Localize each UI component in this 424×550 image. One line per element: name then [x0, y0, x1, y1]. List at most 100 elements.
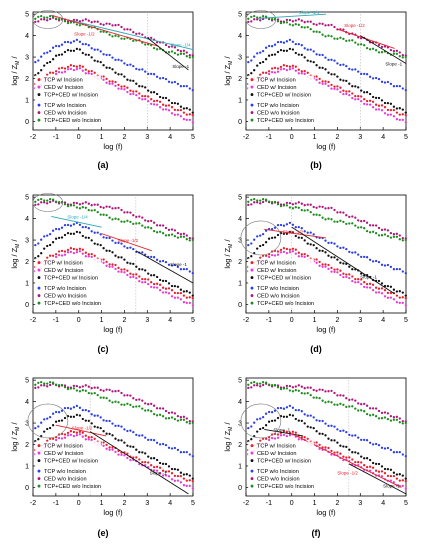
- data-point: [141, 94, 144, 98]
- data-point: [282, 67, 286, 71]
- data-point: [170, 228, 174, 231]
- data-point: [360, 272, 363, 275]
- plot-frame: [32, 11, 194, 131]
- data-point: [147, 461, 150, 464]
- data-point: [81, 389, 84, 392]
- data-point: [66, 21, 70, 25]
- data-point: [66, 48, 70, 52]
- data-point: [401, 239, 404, 242]
- data-point: [167, 292, 171, 295]
- data-point: [155, 282, 159, 285]
- data-point: [377, 108, 381, 111]
- data-point: [90, 72, 93, 76]
- data-point: [182, 473, 186, 476]
- data-point: [392, 50, 396, 53]
- data-point: [120, 37, 123, 40]
- data-point: [315, 430, 318, 433]
- data-point: [315, 396, 318, 399]
- slope-fit-line: [360, 35, 407, 64]
- data-point: [102, 247, 105, 250]
- x-axis-label: log (f): [103, 508, 123, 517]
- data-point: [330, 87, 333, 90]
- data-point: [368, 99, 372, 102]
- data-point: [306, 386, 309, 389]
- series-tcp-ced-w-incision: [247, 413, 407, 480]
- data-point: [380, 417, 384, 420]
- data-point: [324, 434, 327, 437]
- x-tick-label: 0: [77, 500, 81, 507]
- data-point: [285, 40, 289, 43]
- x-tick-label: 5: [404, 317, 408, 324]
- data-point: [117, 401, 120, 404]
- data-point: [330, 424, 333, 427]
- data-point: [357, 86, 360, 89]
- data-point: [360, 278, 363, 281]
- data-point: [78, 247, 82, 250]
- data-point: [167, 446, 171, 449]
- data-point: [126, 444, 129, 447]
- data-point: [345, 39, 348, 43]
- data-point: [34, 200, 37, 203]
- data-point: [81, 431, 84, 434]
- data-point: [96, 48, 99, 51]
- data-point: [318, 22, 321, 25]
- data-point: [294, 51, 297, 55]
- data-point: [389, 236, 393, 239]
- data-point: [105, 260, 108, 264]
- data-point: [261, 198, 265, 201]
- data-point: [161, 474, 165, 477]
- legend-entry: CED w/o Incision: [44, 477, 87, 483]
- slope-fit-line: [264, 228, 327, 239]
- data-point: [395, 418, 399, 421]
- data-point: [147, 438, 150, 442]
- data-point: [297, 251, 300, 254]
- x-tick-label: -1: [266, 134, 272, 141]
- data-point: [34, 17, 37, 20]
- data-point: [132, 39, 135, 43]
- data-point: [78, 386, 82, 389]
- data-point: [114, 400, 117, 403]
- data-point: [161, 259, 165, 263]
- data-point: [176, 113, 180, 116]
- data-point: [321, 249, 324, 253]
- data-point: [371, 95, 375, 99]
- data-point: [51, 424, 55, 427]
- panel-label: (f): [312, 528, 321, 538]
- data-point: [256, 430, 259, 433]
- data-point: [90, 21, 93, 24]
- series-tcp-ced-w-o-incision: [34, 197, 194, 242]
- series-tcp-ced-w-incision: [34, 47, 194, 114]
- data-point: [300, 19, 303, 22]
- data-point: [105, 419, 108, 423]
- data-point: [339, 86, 342, 89]
- data-point: [315, 23, 318, 26]
- data-point: [99, 60, 102, 64]
- data-point: [273, 226, 277, 229]
- data-point: [371, 100, 375, 103]
- data-point: [371, 224, 375, 227]
- data-point: [48, 198, 52, 201]
- data-point: [392, 85, 396, 88]
- slope-annotation: Slope -1: [383, 483, 400, 488]
- data-point: [389, 419, 393, 422]
- data-point: [336, 211, 339, 214]
- data-point: [60, 409, 64, 412]
- data-point: [150, 102, 153, 106]
- data-point: [69, 21, 73, 24]
- data-point: [161, 469, 165, 472]
- data-point: [371, 230, 375, 233]
- x-tick-label: 1: [313, 134, 317, 141]
- data-point: [279, 20, 283, 23]
- data-point: [161, 76, 165, 80]
- data-point: [345, 275, 348, 279]
- data-point: [87, 253, 90, 256]
- data-point: [360, 89, 363, 92]
- data-point: [84, 236, 87, 239]
- data-point: [182, 107, 186, 110]
- data-point: [43, 235, 46, 238]
- data-point: [78, 40, 82, 43]
- data-point: [261, 383, 265, 387]
- data-point: [158, 407, 162, 410]
- data-point: [164, 108, 168, 111]
